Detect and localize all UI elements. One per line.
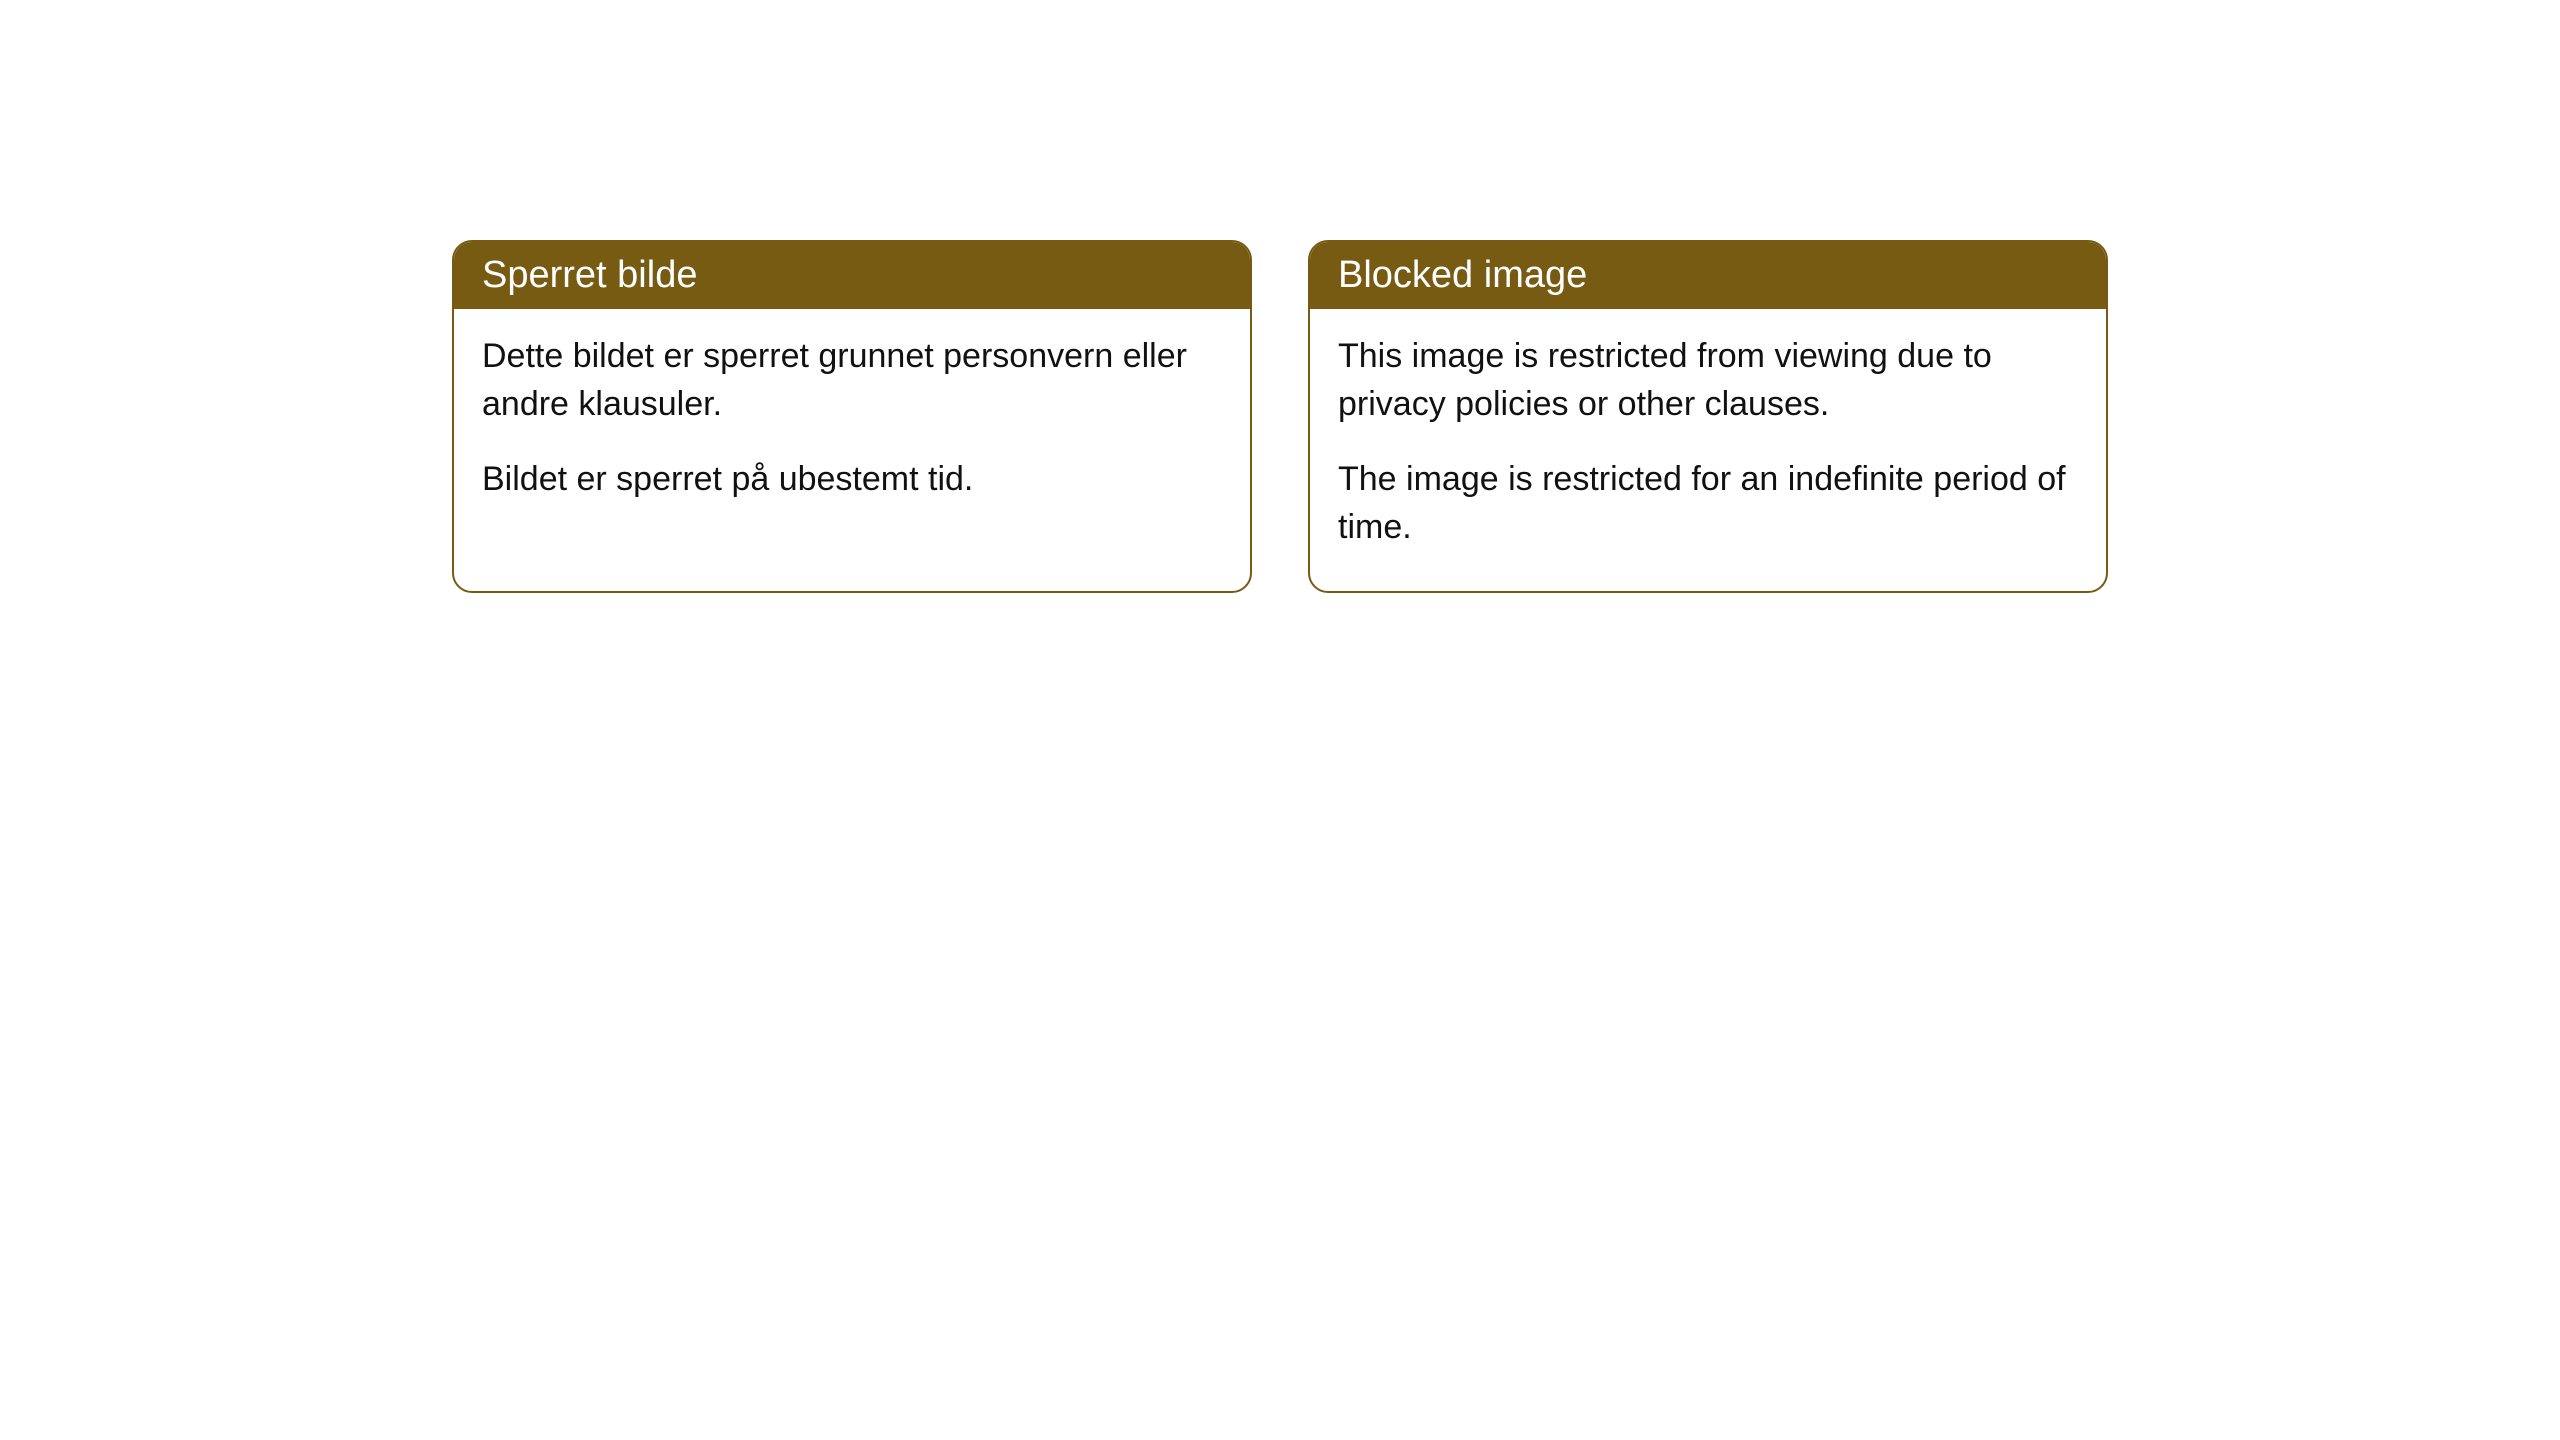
card-header: Sperret bilde [454,242,1250,309]
card-paragraph: Bildet er sperret på ubestemt tid. [482,456,1222,504]
card-paragraph: The image is restricted for an indefinit… [1338,456,2078,551]
notice-card-english: Blocked image This image is restricted f… [1308,240,2108,593]
notice-card-norwegian: Sperret bilde Dette bildet er sperret gr… [452,240,1252,593]
card-title: Blocked image [1338,254,1587,296]
card-paragraph: This image is restricted from viewing du… [1338,333,2078,428]
card-body: Dette bildet er sperret grunnet personve… [454,309,1250,544]
card-title: Sperret bilde [482,254,697,296]
notice-container: Sperret bilde Dette bildet er sperret gr… [0,240,2560,593]
card-header: Blocked image [1310,242,2106,309]
card-paragraph: Dette bildet er sperret grunnet personve… [482,333,1222,428]
card-body: This image is restricted from viewing du… [1310,309,2106,591]
